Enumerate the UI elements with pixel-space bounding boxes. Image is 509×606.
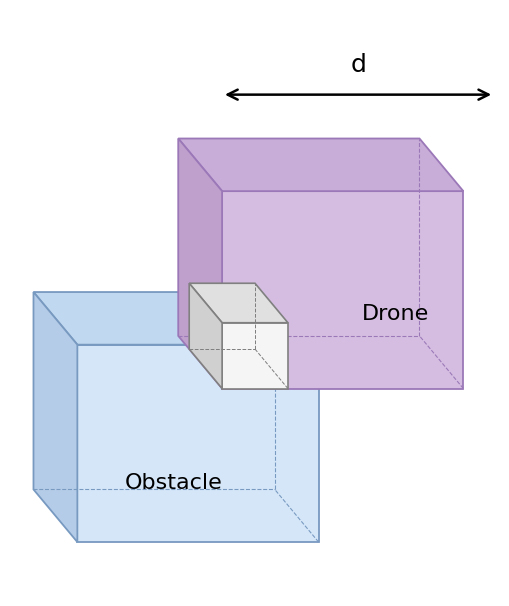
Text: Obstacle: Obstacle	[125, 473, 222, 493]
Text: Drone: Drone	[361, 304, 429, 324]
Text: d: d	[350, 53, 365, 77]
Polygon shape	[77, 345, 318, 542]
Polygon shape	[178, 139, 463, 191]
Polygon shape	[34, 292, 77, 542]
Polygon shape	[34, 292, 318, 345]
Polygon shape	[189, 283, 221, 388]
Polygon shape	[178, 139, 221, 388]
Polygon shape	[189, 283, 288, 323]
Polygon shape	[221, 191, 463, 388]
Polygon shape	[221, 323, 288, 388]
